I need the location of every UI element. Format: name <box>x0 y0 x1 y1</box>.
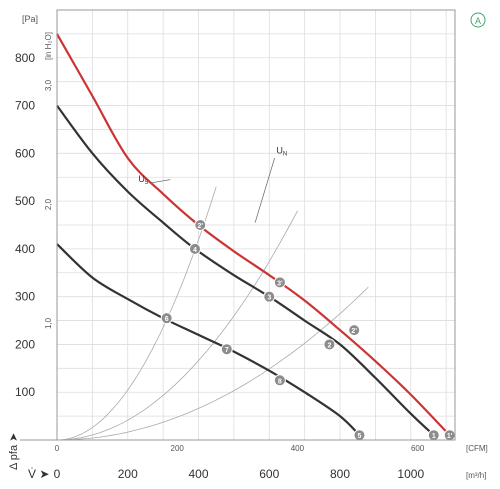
fan-curve <box>56 33 451 436</box>
x2-tick-label: 200 <box>171 444 185 453</box>
point-marker: 2 <box>323 338 336 351</box>
x-tick-label: 800 <box>330 467 350 481</box>
y-tick-label: 100 <box>15 385 35 399</box>
corner-badge-label: A <box>475 16 481 26</box>
point-marker: 3 <box>263 290 276 303</box>
y-axis-symbol: Δ pfa ➤ <box>8 433 20 470</box>
point-marker-circle <box>273 374 286 387</box>
point-marker-circle <box>353 429 366 442</box>
point-marker-circle <box>323 338 336 351</box>
y2-tick-label: 2,0 <box>44 198 53 210</box>
y-tick-label: 600 <box>15 146 35 160</box>
y-tick-label: 800 <box>15 51 35 65</box>
point-marker: 8 <box>273 374 286 387</box>
x-axis-unit: [m³/h] <box>466 471 486 480</box>
point-marker-label: 2' <box>351 328 357 335</box>
y2-tick-label: 1,0 <box>44 317 53 329</box>
point-marker: 1' <box>443 429 456 442</box>
curve-annotation: UN <box>276 145 287 157</box>
annotation-leader <box>254 158 275 223</box>
annotation-leader <box>150 179 171 184</box>
point-marker: 2' <box>194 219 207 231</box>
point-marker: 5 <box>353 429 366 442</box>
point-marker-label: 1 <box>432 433 436 440</box>
curve-annotation: U5 <box>138 174 149 186</box>
point-marker-label: 3 <box>267 295 271 302</box>
x2-tick-label: 0 <box>55 444 60 453</box>
point-marker-label: 2' <box>197 223 203 230</box>
y-axis-unit: [Pa] <box>22 14 38 24</box>
point-marker-label: 1' <box>447 433 453 440</box>
point-marker-label: 3' <box>277 280 283 287</box>
x-tick-label: 0 <box>54 467 61 481</box>
point-marker-label: 7 <box>225 347 229 354</box>
point-marker-circle <box>427 429 440 442</box>
point-marker-circle <box>273 276 286 289</box>
point-marker-circle <box>348 324 361 337</box>
y-tick-label: 200 <box>15 337 35 351</box>
y-tick-label: 700 <box>15 99 35 113</box>
system-curves <box>56 186 369 441</box>
series-lines <box>56 33 451 437</box>
x-tick-label: 1000 <box>397 467 424 481</box>
y2-axis-unit: [in H₂O] <box>44 32 53 60</box>
point-marker: 7 <box>220 343 233 356</box>
system-curve <box>56 186 217 441</box>
point-marker-label: 8 <box>278 378 282 385</box>
system-curve <box>56 286 369 441</box>
point-marker-circle <box>160 312 173 325</box>
point-markers: 2' 3' 2' 1' 4 3 2 1 6 7 8 5 <box>160 219 456 442</box>
point-marker-circle <box>194 219 207 231</box>
point-marker-label: 2 <box>327 342 331 349</box>
fan-curve <box>56 243 361 436</box>
point-marker-circle <box>220 343 233 356</box>
y-tick-label: 400 <box>15 242 35 256</box>
y-tick-label: 300 <box>15 290 35 304</box>
point-marker: 6 <box>160 312 173 325</box>
point-marker: 1 <box>427 429 440 442</box>
x-tick-label: 600 <box>259 467 279 481</box>
x-tick-label: 200 <box>118 467 138 481</box>
system-curve <box>56 210 298 441</box>
grid <box>57 9 455 440</box>
fan-curve <box>56 104 435 437</box>
axes <box>20 9 456 441</box>
x2-tick-label: 600 <box>411 444 425 453</box>
point-marker: 2' <box>348 324 361 337</box>
point-marker-label: 5 <box>358 433 362 440</box>
point-marker: 4 <box>188 242 201 255</box>
y2-tick-label: 3,0 <box>44 79 53 91</box>
x-axis-symbol: V̇ ➤ <box>28 467 49 481</box>
corner-badge-circle <box>470 12 486 28</box>
y-tick-label: 500 <box>15 194 35 208</box>
point-marker-circle <box>188 242 201 255</box>
point-marker-circle <box>263 290 276 303</box>
x-tick-label: 400 <box>188 467 208 481</box>
corner-badge: A <box>470 12 486 28</box>
point-marker-label: 4 <box>193 247 197 254</box>
point-marker: 3' <box>273 276 286 289</box>
point-marker-label: 6 <box>165 316 169 323</box>
x2-axis-unit: [CFM] <box>466 444 488 453</box>
x2-tick-label: 400 <box>291 444 305 453</box>
